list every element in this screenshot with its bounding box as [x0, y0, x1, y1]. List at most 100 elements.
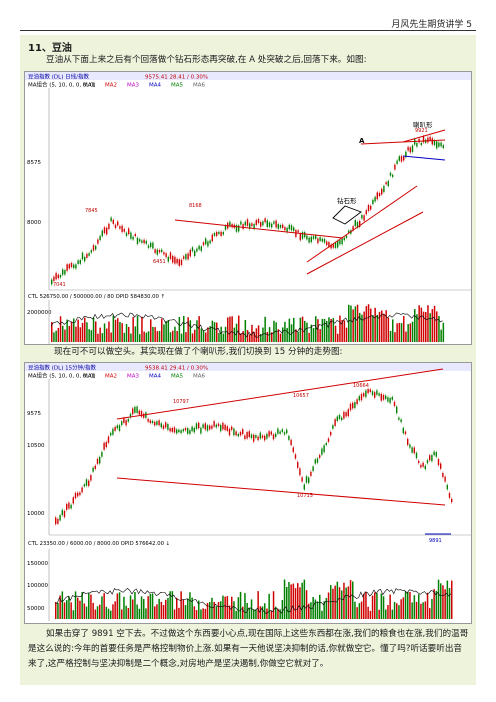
- fifteen-minute-candle: [127, 419, 129, 422]
- daily-candle: [99, 235, 101, 241]
- daily-volume-bar: [187, 317, 189, 342]
- fifteen-minute-volume-bar: [114, 601, 116, 619]
- fifteen-minute-candle: [72, 497, 74, 504]
- daily-volume-bar: [328, 317, 330, 342]
- fifteen-minute-candle: [107, 436, 110, 443]
- fifteen-minute-volume-bar: [217, 602, 220, 619]
- daily-volume-bar: [242, 331, 244, 342]
- daily-candle: [317, 238, 319, 244]
- fifteen-minute-candle: [70, 504, 72, 509]
- daily-candle: [202, 242, 205, 246]
- daily-volume-bar: [128, 326, 130, 342]
- daily-candle: [277, 224, 279, 229]
- daily-volume-bar: [321, 318, 324, 342]
- daily-volume-bar: [62, 325, 64, 342]
- daily-candle: [196, 248, 198, 252]
- daily-volume-bar: [216, 322, 218, 342]
- chart1-title: 豆油指数 (DL) 日线/指数: [28, 73, 89, 81]
- fifteen-minute-candle: [396, 406, 398, 414]
- daily-candle: [392, 174, 394, 177]
- daily-candle: [123, 229, 125, 232]
- daily-candle: [348, 230, 350, 233]
- fifteen-minute-candle: [145, 412, 147, 418]
- daily-candle: [268, 222, 271, 227]
- fifteen-minute-candle: [83, 484, 85, 487]
- trumpet-bottom-line: [402, 155, 446, 161]
- fifteen-minute-candle: [244, 435, 246, 439]
- volume-tick-2000000: 2000000: [27, 310, 52, 316]
- fifteen-minute-volume-bar: [123, 596, 125, 619]
- daily-candle: [279, 224, 282, 228]
- daily-volume-bar: [299, 317, 302, 342]
- fifteen-minute-volume-bar: [165, 599, 167, 619]
- fifteen-minute-volume-bar: [433, 589, 435, 619]
- daily-volume-bar: [440, 329, 442, 342]
- daily-volume-bar: [200, 328, 203, 342]
- daily-candle: [383, 185, 385, 193]
- fifteen-minute-volume-bar: [81, 592, 83, 619]
- fifteen-minute-volume-bar: [193, 606, 196, 619]
- daily-volume-bar: [352, 309, 354, 342]
- ma4-label: MA4: [149, 83, 162, 89]
- daily-volume-bar: [88, 329, 90, 342]
- fifteen-minute-volume-bar: [393, 601, 396, 619]
- fifteen-minute-volume-bar: [448, 588, 451, 619]
- fifteen-minute-volume-bar: [398, 605, 400, 619]
- fifteen-minute-candle: [88, 480, 90, 486]
- fifteen-minute-candle: [385, 395, 387, 399]
- fifteen-minute-volume-bar: [204, 608, 207, 619]
- price-label-6451: 6451: [153, 259, 166, 265]
- daily-volume-bar: [332, 318, 335, 342]
- daily-volume-bar: [264, 316, 266, 342]
- fifteen-minute-volume-bar: [233, 601, 235, 619]
- daily-volume-bar: [372, 315, 374, 342]
- fifteen-minute-volume-bar: [294, 588, 297, 619]
- daily-volume-bar: [436, 311, 438, 342]
- fifteen-minute-candle: [308, 477, 310, 483]
- fifteen-minute-volume-bar: [129, 595, 132, 619]
- fifteen-minute-volume-bar: [127, 608, 130, 619]
- fifteen-minute-candle: [231, 426, 233, 430]
- fifteen-minute-volume-bar: [182, 599, 185, 619]
- chart2-ma3-label: MA3: [127, 374, 140, 380]
- daily-volume-bar: [339, 315, 341, 342]
- daily-candle: [57, 274, 59, 279]
- fifteen-minute-volume-bar: [244, 593, 246, 619]
- fifteen-minute-volume-bar: [281, 599, 284, 619]
- fifteen-minute-candle: [169, 428, 171, 432]
- daily-candle: [436, 141, 438, 149]
- daily-volume-bar: [249, 334, 251, 342]
- daily-volume-bar: [293, 317, 295, 342]
- daily-volume-bar: [297, 331, 299, 342]
- daily-volume-bar: [150, 319, 152, 342]
- fifteen-minute-candle: [198, 422, 200, 429]
- fifteen-minute-volume-bar: [286, 586, 288, 619]
- chart2-label-9891: 9891: [429, 538, 442, 544]
- daily-volume-bar: [141, 316, 143, 342]
- daily-volume-bar: [326, 321, 328, 342]
- chart2-label-10657: 10657: [293, 393, 309, 399]
- fifteen-minute-candle: [191, 426, 193, 432]
- fifteen-minute-candle: [411, 447, 413, 453]
- daily-candle: [86, 253, 88, 258]
- fifteen-minute-volume-bar: [228, 605, 231, 619]
- daily-volume-bar: [374, 307, 376, 342]
- fifteen-minute-candle: [57, 518, 59, 524]
- fifteen-minute-volume-bar: [92, 602, 94, 619]
- daily-volume-bar: [370, 308, 372, 342]
- daily-candle: [295, 230, 297, 237]
- daily-volume-bar: [110, 332, 112, 342]
- fifteen-minute-volume-bar: [255, 609, 257, 619]
- daily-volume-bar: [90, 330, 93, 342]
- fifteen-minute-candle: [118, 425, 121, 431]
- fifteen-minute-volume-bar: [83, 603, 86, 619]
- daily-candle: [378, 192, 381, 197]
- fifteen-minute-volume-bar: [345, 587, 347, 619]
- fifteen-minute-volume-bar: [74, 591, 77, 619]
- fifteen-minute-volume-bar: [363, 593, 365, 619]
- daily-volume-bar: [334, 325, 337, 342]
- fifteen-minute-volume-bar: [136, 604, 138, 619]
- daily-candle: [400, 156, 403, 162]
- fifteen-minute-candle: [433, 451, 435, 456]
- daily-volume-bar: [51, 322, 53, 342]
